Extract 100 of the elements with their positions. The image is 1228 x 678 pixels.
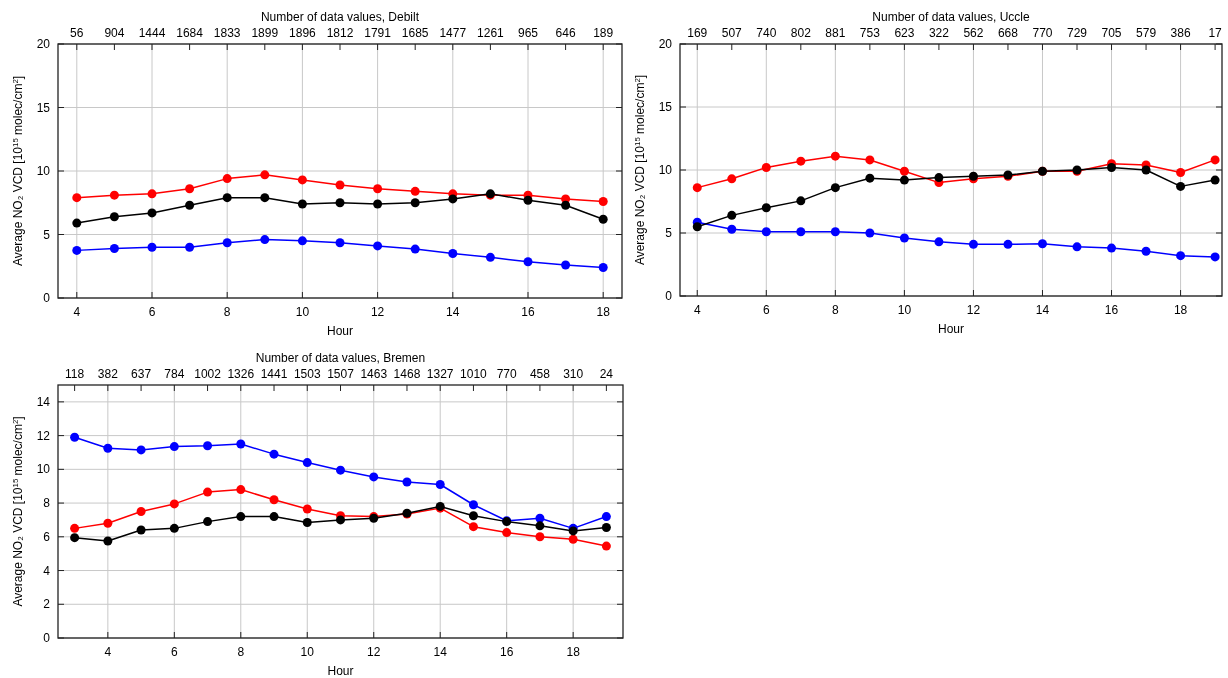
point (468, 500, 478, 510)
point (523, 257, 533, 267)
x-axis-title: Hour (327, 664, 354, 678)
annotation: 1468 (393, 367, 421, 381)
point (1107, 243, 1117, 253)
point (269, 495, 279, 505)
x-tick-label: 6 (170, 645, 178, 659)
point (236, 512, 246, 522)
point (185, 200, 195, 210)
point (761, 203, 771, 213)
x-tick-label: 18 (596, 305, 611, 319)
point (535, 521, 545, 531)
x-tick-label: 6 (762, 303, 770, 317)
point (1003, 239, 1013, 249)
annotation: 562 (963, 26, 984, 40)
point (1141, 165, 1151, 175)
annotation: 784 (164, 367, 185, 381)
annotation: 382 (97, 367, 119, 381)
point (70, 523, 80, 533)
point (1210, 252, 1220, 262)
point (147, 189, 157, 199)
annotation: 802 (790, 26, 812, 40)
y-tick-label: 15 (658, 100, 673, 114)
x-tick-label: 12 (367, 645, 381, 659)
point (297, 236, 307, 246)
point (561, 200, 571, 210)
x-tick-label: 16 (521, 305, 535, 319)
annotation: 17 (1208, 26, 1223, 40)
point (70, 432, 80, 442)
x-tick-label: 16 (1104, 303, 1119, 317)
y-tick-label: 0 (43, 631, 51, 645)
x-tick-label: 4 (693, 303, 701, 317)
y-tick-label: 0 (43, 291, 51, 305)
point (109, 243, 119, 253)
point (865, 228, 875, 238)
point (830, 183, 840, 193)
point (830, 227, 840, 237)
point (236, 439, 246, 449)
point (335, 180, 345, 190)
point (598, 196, 608, 206)
annotation: 507 (721, 26, 743, 40)
y-tick-label: 10 (658, 163, 673, 177)
annotation: 1010 (460, 367, 488, 381)
point (1176, 251, 1186, 261)
x-tick-label: 6 (148, 305, 156, 319)
x-tick-label: 8 (237, 645, 245, 659)
x-tick-label: 14 (433, 645, 448, 659)
point (203, 487, 213, 497)
point (796, 156, 806, 166)
point (369, 472, 379, 482)
point (72, 245, 82, 255)
annotation: 1326 (227, 367, 255, 381)
point (402, 477, 412, 487)
x-tick-label: 8 (223, 305, 231, 319)
x-tick-label: 18 (1173, 303, 1188, 317)
y-tick-label: 10 (36, 462, 51, 477)
x-tick-label: 8 (832, 303, 840, 317)
annotation: 1463 (360, 367, 388, 381)
point (934, 237, 944, 247)
x2-axis-title: Number of data values, Debilt (260, 10, 420, 24)
x-axis-title: Hour (937, 322, 965, 336)
point (1176, 168, 1186, 178)
point (485, 252, 495, 262)
annotation: 189 (593, 26, 614, 40)
annotation: 1002 (194, 367, 222, 381)
point (373, 199, 383, 209)
point (468, 522, 478, 532)
x2-axis-title: Number of data values, Bremen (255, 351, 426, 365)
x-tick-label: 10 (300, 645, 315, 659)
point (1210, 175, 1220, 185)
point (260, 170, 270, 180)
point (796, 227, 806, 237)
point (601, 523, 611, 533)
point (727, 224, 737, 234)
point (109, 190, 119, 200)
annotation: 1477 (439, 26, 467, 40)
point (1176, 181, 1186, 191)
annotation: 881 (825, 26, 846, 40)
annotation: 1812 (326, 26, 354, 40)
point (899, 175, 909, 185)
annotation: 322 (928, 26, 950, 40)
point (761, 162, 771, 172)
point (169, 523, 179, 533)
y-tick-label: 12 (36, 428, 51, 443)
y-tick-label: 5 (43, 227, 51, 242)
point (1210, 155, 1220, 165)
y-tick-label: 5 (665, 226, 673, 240)
point (373, 184, 383, 194)
point (410, 186, 420, 196)
y-tick-label: 20 (36, 37, 51, 51)
point (899, 233, 909, 243)
x-tick-label: 10 (897, 303, 912, 317)
point (297, 175, 307, 185)
point (136, 525, 146, 535)
point (899, 166, 909, 176)
x2-axis-title: Number of data values, Uccle (872, 10, 1031, 24)
point (203, 517, 213, 527)
y-tick-label: 4 (43, 563, 51, 578)
point (260, 235, 270, 245)
point (185, 242, 195, 252)
